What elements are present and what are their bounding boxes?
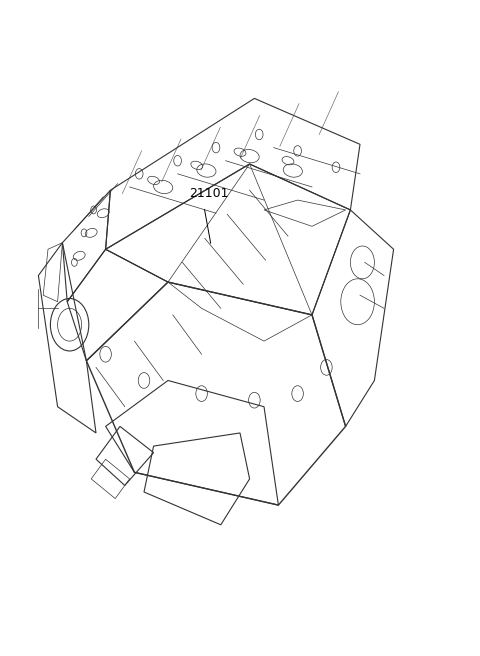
Text: 21101: 21101	[189, 187, 228, 200]
